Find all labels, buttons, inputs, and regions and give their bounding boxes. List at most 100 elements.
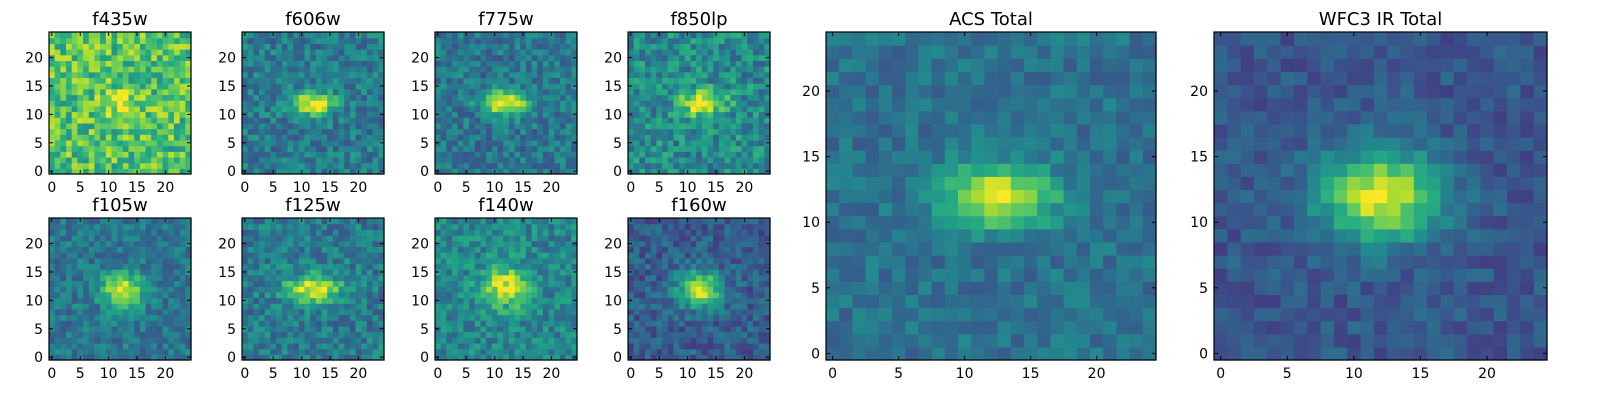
heatmap-cell bbox=[514, 274, 521, 282]
heatmap-cell bbox=[559, 320, 567, 327]
heatmap-cell bbox=[276, 134, 283, 141]
heatmap-cell bbox=[452, 320, 459, 327]
heatmap-cell bbox=[690, 308, 697, 316]
heatmap-cell bbox=[650, 297, 657, 304]
heatmap-cell bbox=[139, 117, 147, 124]
heatmap-cell bbox=[185, 235, 192, 242]
heatmap-cell bbox=[134, 54, 141, 61]
heatmap-cell bbox=[463, 286, 470, 293]
heatmap-cell bbox=[105, 77, 113, 84]
heatmap-cell bbox=[435, 94, 442, 101]
heatmap-cell bbox=[457, 134, 464, 141]
heatmap-cell bbox=[122, 94, 130, 101]
heatmap-cell bbox=[491, 286, 499, 293]
heatmap-cell bbox=[486, 354, 493, 361]
heatmap-cell bbox=[684, 274, 692, 282]
heatmap-cell bbox=[128, 71, 135, 79]
heatmap-cell bbox=[559, 32, 567, 39]
heatmap-cell bbox=[679, 88, 686, 96]
heatmap-cell bbox=[151, 280, 158, 287]
heatmap-cell bbox=[718, 314, 726, 321]
heatmap-cell bbox=[571, 88, 578, 96]
heatmap-cell bbox=[696, 117, 703, 124]
heatmap-cell bbox=[497, 145, 504, 152]
heatmap-cell bbox=[77, 66, 84, 73]
heatmap-cell bbox=[457, 43, 464, 50]
heatmap-cell bbox=[134, 122, 141, 130]
heatmap-cell bbox=[486, 105, 493, 113]
heatmap-cell bbox=[503, 32, 510, 39]
heatmap-cell bbox=[457, 235, 464, 242]
heatmap-cell bbox=[486, 168, 493, 175]
heatmap-cell bbox=[111, 100, 118, 107]
heatmap-cell bbox=[554, 66, 561, 73]
heatmap-cell bbox=[724, 49, 731, 56]
heatmap-cell bbox=[480, 240, 487, 247]
heatmap-cell bbox=[548, 37, 555, 44]
heatmap-cell bbox=[134, 43, 141, 50]
heatmap-cell bbox=[747, 32, 754, 39]
heatmap-cell bbox=[60, 269, 67, 276]
heatmap-cell bbox=[327, 246, 334, 253]
heatmap-cell bbox=[145, 83, 152, 90]
heatmap-cell bbox=[531, 257, 538, 265]
heatmap-cell bbox=[548, 308, 555, 316]
heatmap-cell bbox=[338, 252, 345, 259]
heatmap-cell bbox=[440, 100, 447, 107]
heatmap-cell bbox=[185, 145, 192, 152]
heatmap-cell bbox=[684, 139, 692, 147]
heatmap-cell bbox=[531, 111, 538, 118]
heatmap-cell bbox=[491, 320, 499, 327]
heatmap-cell bbox=[315, 269, 323, 276]
heatmap-cell bbox=[344, 320, 351, 327]
heatmap-cell bbox=[185, 337, 192, 344]
heatmap-cell bbox=[185, 128, 192, 135]
heatmap-cell bbox=[310, 66, 317, 73]
heatmap-cell bbox=[111, 314, 118, 321]
heatmap-cell bbox=[100, 297, 107, 304]
heatmap-cell bbox=[139, 128, 147, 135]
heatmap-cell bbox=[168, 240, 175, 247]
heatmap-cell bbox=[690, 168, 697, 175]
heatmap-cell bbox=[247, 117, 254, 124]
heatmap-cell bbox=[128, 252, 135, 259]
heatmap-cell bbox=[344, 60, 351, 67]
heatmap-cell bbox=[758, 156, 765, 164]
heatmap-cell bbox=[486, 49, 493, 56]
heatmap-cell bbox=[66, 111, 73, 118]
heatmap-cell bbox=[162, 320, 169, 327]
heatmap-cell bbox=[503, 54, 510, 61]
heatmap-cell bbox=[486, 286, 493, 293]
heatmap-cell bbox=[701, 162, 709, 169]
heatmap-cell bbox=[264, 128, 271, 135]
heatmap-cell bbox=[457, 257, 464, 265]
heatmap-cell bbox=[469, 274, 476, 282]
heatmap-cell bbox=[747, 122, 754, 130]
heatmap-cell bbox=[713, 43, 720, 50]
heatmap-cell bbox=[145, 151, 152, 158]
heatmap-cell bbox=[747, 139, 754, 147]
heatmap-cell bbox=[321, 252, 328, 259]
heatmap-cell bbox=[548, 320, 555, 327]
heatmap-cell bbox=[537, 145, 544, 152]
heatmap-cell bbox=[628, 37, 635, 44]
heatmap-cell bbox=[139, 94, 147, 101]
heatmap-cell bbox=[122, 269, 130, 276]
heatmap-cell bbox=[310, 105, 317, 113]
heatmap-cell bbox=[747, 43, 754, 50]
heatmap-cell bbox=[173, 134, 181, 141]
heatmap-cell bbox=[344, 100, 351, 107]
heatmap-cell bbox=[134, 77, 141, 84]
heatmap-cell bbox=[366, 263, 374, 270]
heatmap-cell bbox=[531, 60, 538, 67]
heatmap-cell bbox=[304, 325, 311, 333]
heatmap-cell bbox=[531, 274, 538, 282]
heatmap-cell bbox=[503, 235, 510, 242]
heatmap-cell bbox=[77, 269, 84, 276]
heatmap-cell bbox=[696, 32, 703, 39]
heatmap-cell bbox=[559, 229, 567, 236]
heatmap-cell bbox=[497, 320, 504, 327]
heatmap-cell bbox=[156, 49, 164, 56]
heatmap-cell bbox=[486, 337, 493, 344]
heatmap-cell bbox=[77, 122, 84, 130]
